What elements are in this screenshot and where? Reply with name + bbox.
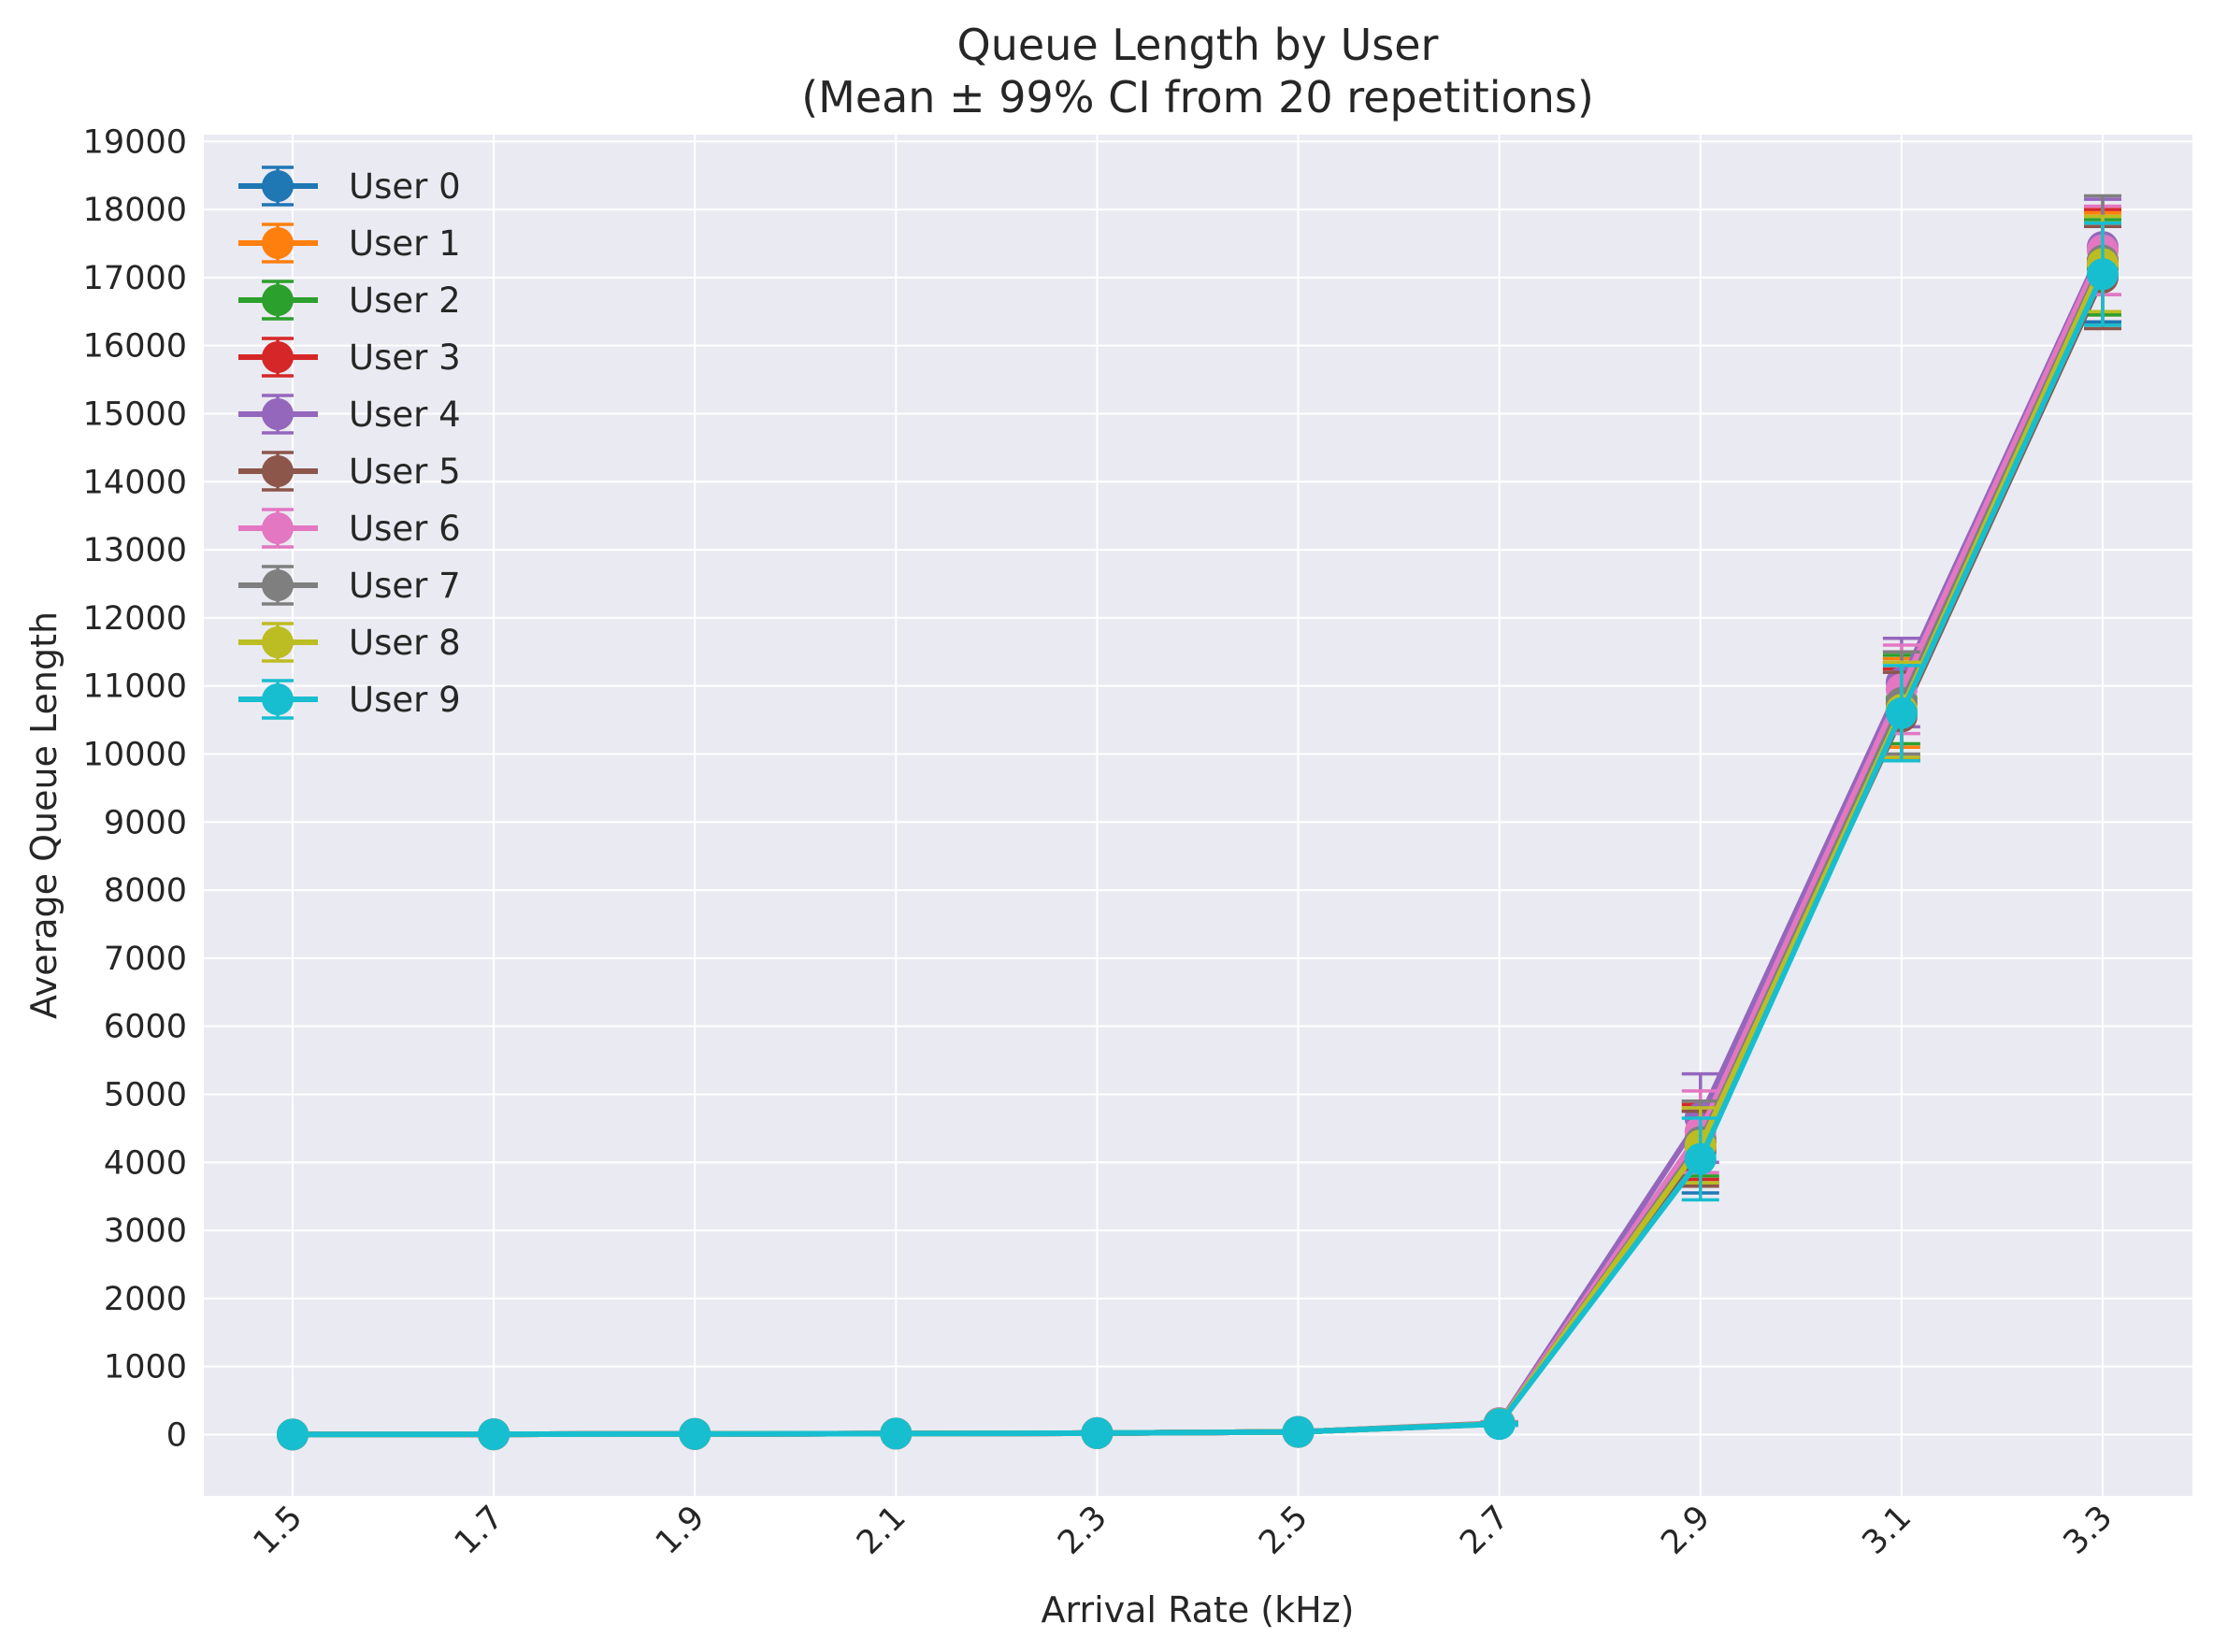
x-tick-label: 1.7 [448, 1499, 511, 1562]
y-tick-label: 18000 [83, 192, 187, 229]
x-tick-label: 2.1 [850, 1499, 913, 1562]
chart-subtitle: (Mean ± 99% CI from 20 repetitions) [801, 72, 1594, 122]
x-axis-label: Arrival Rate (kHz) [1042, 1589, 1355, 1630]
y-tick-label: 15000 [83, 395, 187, 433]
grid-lines [204, 135, 2192, 1496]
x-tick-label: 2.7 [1453, 1499, 1516, 1562]
legend-label: User 9 [349, 680, 461, 720]
legend-marker [262, 398, 294, 430]
legend-entry-2: User 2 [238, 280, 461, 321]
series-line [292, 272, 2105, 1438]
legend-marker [262, 284, 294, 316]
legend-label: User 0 [349, 166, 461, 207]
data-point [1483, 1408, 1516, 1441]
series-layer [277, 194, 2121, 1451]
x-tick-label: 2.3 [1051, 1499, 1114, 1562]
x-tick-label: 2.5 [1252, 1499, 1315, 1562]
data-point [1885, 697, 1918, 729]
y-axis-ticks: 0 1000 2000 3000 4000 5000 6000 7000 8000 9000 100… [83, 123, 187, 1454]
legend-entry-6: User 6 [238, 508, 461, 549]
x-tick-label: 1.9 [649, 1499, 712, 1562]
plot-background [204, 135, 2192, 1496]
x-axis-ticks: 1.5 1.7 1.9 2.1 2.3 2.5 2.7 2.9 3.1 3.3 [247, 1499, 2120, 1562]
legend-entry-9: User 9 [238, 679, 461, 720]
y-tick-label: 4000 [104, 1144, 187, 1182]
chart-title: Queue Length by User [957, 20, 1439, 70]
y-tick-label: 12000 [83, 600, 187, 638]
y-axis-label: Average Queue Length [23, 611, 65, 1019]
legend-label: User 1 [349, 223, 461, 264]
y-tick-label: 14000 [83, 464, 187, 501]
data-point [679, 1417, 711, 1450]
legend-marker [262, 683, 294, 715]
y-tick-label: 7000 [104, 941, 187, 978]
data-point [880, 1417, 913, 1450]
legend-marker [262, 512, 294, 544]
legend-entry-8: User 8 [238, 622, 461, 663]
y-tick-label: 17000 [83, 260, 187, 297]
legend-marker [262, 569, 294, 601]
legend-label: User 2 [349, 280, 461, 321]
y-tick-label: 9000 [104, 804, 187, 841]
legend-label: User 7 [349, 566, 461, 606]
y-tick-label: 2000 [104, 1281, 187, 1318]
legend-entry-7: User 7 [238, 565, 461, 606]
legend-label: User 5 [349, 452, 461, 492]
y-tick-label: 0 [166, 1416, 187, 1454]
legend-entry-4: User 4 [238, 394, 461, 435]
legend-label: User 3 [349, 338, 461, 378]
x-tick-label: 2.9 [1654, 1499, 1717, 1562]
legend-label: User 8 [349, 623, 461, 663]
data-point [1081, 1416, 1114, 1449]
legend-entry-3: User 3 [238, 337, 461, 378]
y-tick-label: 19000 [83, 123, 187, 161]
y-tick-label: 11000 [83, 668, 187, 706]
data-point [1282, 1415, 1315, 1448]
y-tick-label: 16000 [83, 328, 187, 366]
x-tick-label: 1.5 [247, 1499, 310, 1562]
legend-label: User 6 [349, 509, 461, 549]
legend-label: User 4 [349, 395, 461, 435]
y-tick-label: 6000 [104, 1009, 187, 1046]
x-tick-label: 3.3 [2057, 1499, 2120, 1562]
legend-marker [262, 455, 294, 487]
data-point [478, 1418, 510, 1451]
legend-marker [262, 626, 294, 658]
y-tick-label: 10000 [83, 736, 187, 773]
x-tick-label: 3.1 [1856, 1499, 1919, 1562]
legend: User 0 User 1 User 2 User 3 User 4 User 5 User… [238, 165, 461, 720]
y-tick-label: 8000 [104, 872, 187, 910]
data-point [1684, 1142, 1717, 1175]
legend-marker [262, 170, 294, 202]
legend-entry-0: User 0 [238, 165, 461, 207]
y-tick-label: 5000 [104, 1076, 187, 1113]
series-9 [277, 221, 2121, 1451]
legend-marker [262, 227, 294, 259]
legend-entry-5: User 5 [238, 451, 461, 492]
data-point [277, 1418, 309, 1451]
legend-marker [262, 341, 294, 373]
y-tick-label: 1000 [104, 1349, 187, 1386]
data-point [2087, 258, 2119, 291]
y-tick-label: 3000 [104, 1213, 187, 1250]
y-tick-label: 13000 [83, 532, 187, 569]
legend-entry-1: User 1 [238, 223, 461, 264]
